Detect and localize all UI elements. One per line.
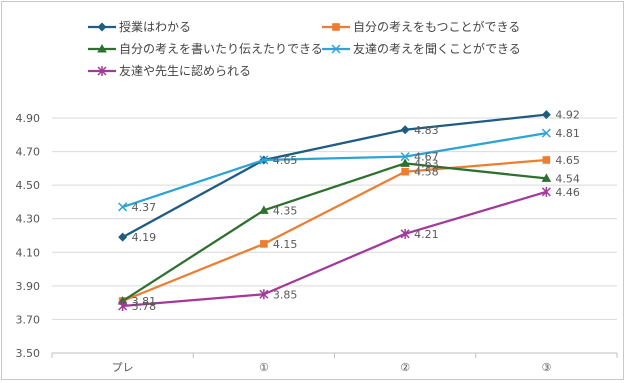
- series-layer: [117, 110, 552, 311]
- y-tick-label: 4.50: [16, 179, 41, 192]
- legend-marker: [97, 22, 107, 32]
- series-line: [122, 158, 547, 303]
- data-point: [541, 173, 552, 182]
- legend-label: 友達や先生に認められる: [119, 63, 251, 78]
- data-label: 4.19: [132, 231, 157, 244]
- series-line: [122, 131, 547, 209]
- y-tick-label: 3.90: [16, 280, 41, 293]
- data-label: 4.65: [555, 154, 580, 167]
- data-label: 4.92: [555, 109, 580, 122]
- data-point: [400, 228, 410, 239]
- data-point: [259, 289, 269, 300]
- legend-label: 友達の考えを聞くことができる: [353, 41, 521, 56]
- data-label: 4.81: [555, 127, 580, 140]
- data-point: [401, 167, 409, 176]
- data-label: 4.83: [414, 124, 439, 137]
- data-point: [542, 156, 551, 164]
- x-tick-label: プレ: [112, 361, 134, 374]
- data-label: 4.58: [414, 166, 439, 179]
- legend-marker: [332, 23, 340, 31]
- y-tick-label: 4.70: [16, 146, 41, 159]
- y-tick-label: 4.30: [16, 213, 41, 226]
- data-label: 3.85: [273, 288, 298, 301]
- x-tick-label: ①: [259, 361, 269, 374]
- data-point: [259, 155, 269, 165]
- legend-label: 自分の考えをもつことができる: [353, 19, 520, 34]
- data-point: [400, 158, 410, 167]
- data-label: 4.65: [273, 154, 298, 167]
- data-point: [260, 240, 268, 248]
- data-label: 3.81: [132, 295, 157, 308]
- data-point: [118, 202, 128, 212]
- data-label: 4.35: [273, 204, 298, 217]
- legend-marker: [97, 66, 107, 76]
- data-label: 4.15: [273, 238, 298, 251]
- data-point: [400, 125, 410, 135]
- data-point: [541, 128, 551, 138]
- data-point: [117, 295, 128, 305]
- legend-marker: [97, 44, 107, 53]
- x-tick-label: ②: [400, 361, 410, 374]
- data-label: 4.21: [414, 228, 439, 241]
- data-label: 3.78: [132, 300, 157, 313]
- legend-marker: [331, 44, 341, 54]
- series-line: [122, 113, 547, 239]
- legend-label: 自分の考えを書いたり伝えたりできる: [119, 42, 323, 56]
- data-point: [118, 232, 128, 242]
- series-line: [122, 190, 547, 308]
- y-tick-label: 3.70: [16, 313, 41, 326]
- data-point: [259, 205, 269, 214]
- y-tick-label: 4.90: [16, 112, 41, 125]
- data-label: 4.46: [555, 186, 580, 199]
- data-labels: 4.19 4.65 4.83 4.92 3.81 4.15 4.58 4.65 4.35 4.63…: [132, 109, 580, 313]
- data-label: 4.63: [414, 157, 439, 170]
- data-label: 4.37: [132, 201, 157, 214]
- legend-label: 授業はわかる: [119, 19, 191, 34]
- data-point: [400, 152, 410, 162]
- x-axis: プレ ① ② ③: [51, 353, 618, 374]
- y-tick-label: 3.50: [16, 347, 41, 360]
- data-point: [541, 110, 551, 120]
- data-point: [541, 186, 551, 197]
- data-label: 4.54: [555, 172, 580, 185]
- x-tick-label: ③: [541, 361, 551, 374]
- data-point: [118, 301, 128, 311]
- series-line: [122, 162, 547, 302]
- y-tick-label: 4.10: [16, 246, 41, 259]
- y-axis: 3.50 3.70 3.90 4.10 4.30 4.50 4.70 4.90: [16, 112, 41, 360]
- data-label: 4.67: [414, 151, 439, 164]
